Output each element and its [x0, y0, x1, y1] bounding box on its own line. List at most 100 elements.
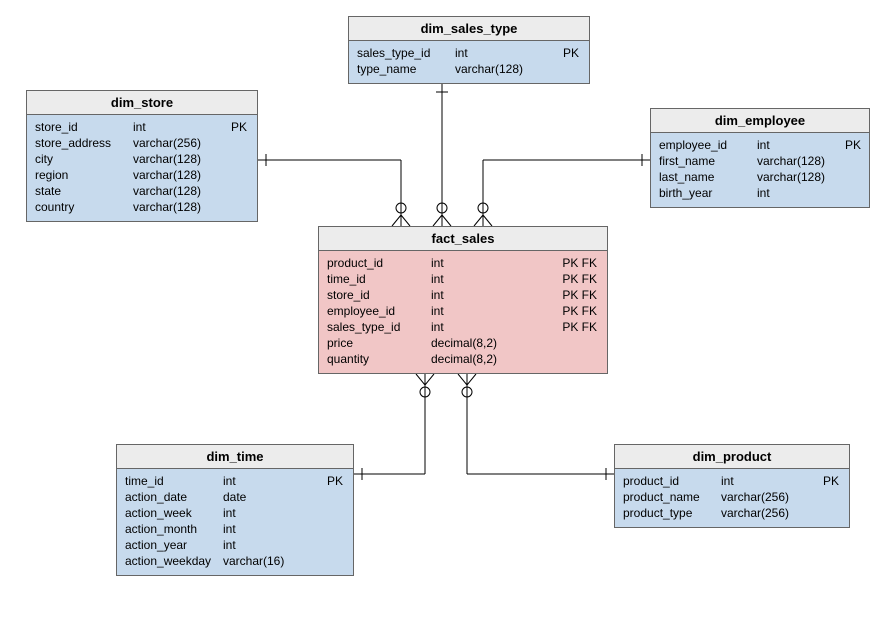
table-body: time_idintPKaction_datedateaction_weekin…	[117, 469, 353, 575]
table-row: sales_type_idintPK	[357, 45, 581, 61]
col-name: product_name	[623, 489, 721, 505]
col-type: int	[721, 473, 809, 489]
table-row: quantitydecimal(8,2)	[327, 351, 599, 367]
table-dim_employee: dim_employeeemployee_idintPKfirst_nameva…	[650, 108, 870, 208]
col-type: varchar(128)	[133, 167, 221, 183]
col-name: country	[35, 199, 133, 215]
table-row: sales_type_idintPK FK	[327, 319, 599, 335]
col-type: decimal(8,2)	[431, 351, 521, 367]
table-title: dim_employee	[651, 109, 869, 133]
col-key	[311, 537, 345, 553]
table-dim_store: dim_storestore_idintPKstore_addressvarch…	[26, 90, 258, 222]
col-type: decimal(8,2)	[431, 335, 521, 351]
col-key	[521, 351, 599, 367]
col-name: city	[35, 151, 133, 167]
col-name: sales_type_id	[357, 45, 455, 61]
col-name: action_date	[125, 489, 223, 505]
table-body: product_idintPKproduct_namevarchar(256)p…	[615, 469, 849, 527]
col-key: PK	[311, 473, 345, 489]
col-key	[221, 167, 249, 183]
col-key	[311, 553, 345, 569]
col-key	[521, 335, 599, 351]
col-type: int	[431, 271, 521, 287]
col-key	[221, 183, 249, 199]
col-name: region	[35, 167, 133, 183]
table-title: dim_sales_type	[349, 17, 589, 41]
col-type: varchar(128)	[133, 151, 221, 167]
col-name: state	[35, 183, 133, 199]
table-row: employee_idintPK FK	[327, 303, 599, 319]
col-type: int	[431, 303, 521, 319]
col-type: varchar(128)	[133, 199, 221, 215]
table-row: product_idintPK	[623, 473, 841, 489]
col-name: sales_type_id	[327, 319, 431, 335]
col-key	[311, 505, 345, 521]
table-row: last_namevarchar(128)	[659, 169, 861, 185]
col-key	[311, 521, 345, 537]
col-type: varchar(128)	[757, 153, 845, 169]
table-row: statevarchar(128)	[35, 183, 249, 199]
col-name: employee_id	[327, 303, 431, 319]
col-key	[809, 505, 841, 521]
table-row: product_idintPK FK	[327, 255, 599, 271]
col-type: int	[133, 119, 221, 135]
col-name: action_week	[125, 505, 223, 521]
table-row: first_namevarchar(128)	[659, 153, 861, 169]
table-body: employee_idintPKfirst_namevarchar(128)la…	[651, 133, 869, 207]
col-type: varchar(128)	[133, 183, 221, 199]
table-row: action_yearint	[125, 537, 345, 553]
col-key	[221, 151, 249, 167]
table-row: time_idintPK	[125, 473, 345, 489]
table-row: birth_yearint	[659, 185, 861, 201]
table-row: store_idintPK FK	[327, 287, 599, 303]
col-type: varchar(256)	[133, 135, 221, 151]
table-row: action_weekint	[125, 505, 345, 521]
col-name: product_id	[327, 255, 431, 271]
table-row: action_weekdayvarchar(16)	[125, 553, 345, 569]
table-row: time_idintPK FK	[327, 271, 599, 287]
col-type: int	[223, 473, 311, 489]
table-row: product_namevarchar(256)	[623, 489, 841, 505]
table-dim_sales_type: dim_sales_typesales_type_idintPKtype_nam…	[348, 16, 590, 84]
col-name: store_id	[35, 119, 133, 135]
col-key: PK FK	[521, 271, 599, 287]
col-key	[845, 153, 861, 169]
table-row: action_datedate	[125, 489, 345, 505]
col-type: varchar(16)	[223, 553, 311, 569]
col-type: varchar(128)	[757, 169, 845, 185]
col-type: int	[431, 319, 521, 335]
table-body: product_idintPK FKtime_idintPK FKstore_i…	[319, 251, 607, 373]
col-type: int	[757, 137, 845, 153]
col-key: PK FK	[521, 255, 599, 271]
table-title: dim_store	[27, 91, 257, 115]
col-key	[543, 61, 581, 77]
col-name: birth_year	[659, 185, 757, 201]
col-key: PK	[543, 45, 581, 61]
col-name: action_weekday	[125, 553, 223, 569]
table-row: countryvarchar(128)	[35, 199, 249, 215]
col-key	[845, 169, 861, 185]
col-type: varchar(128)	[455, 61, 543, 77]
col-name: employee_id	[659, 137, 757, 153]
table-body: store_idintPKstore_addressvarchar(256)ci…	[27, 115, 257, 221]
table-row: cityvarchar(128)	[35, 151, 249, 167]
col-name: last_name	[659, 169, 757, 185]
col-name: product_id	[623, 473, 721, 489]
col-type: varchar(256)	[721, 505, 809, 521]
col-key	[221, 135, 249, 151]
col-type: int	[223, 521, 311, 537]
col-type: int	[455, 45, 543, 61]
col-key: PK	[809, 473, 841, 489]
col-type: date	[223, 489, 311, 505]
col-key	[221, 199, 249, 215]
table-title: fact_sales	[319, 227, 607, 251]
col-key: PK	[845, 137, 863, 153]
col-name: action_month	[125, 521, 223, 537]
col-name: action_year	[125, 537, 223, 553]
col-name: time_id	[327, 271, 431, 287]
table-body: sales_type_idintPKtype_namevarchar(128)	[349, 41, 589, 83]
col-name: store_address	[35, 135, 133, 151]
table-row: action_monthint	[125, 521, 345, 537]
table-dim_product: dim_productproduct_idintPKproduct_nameva…	[614, 444, 850, 528]
col-name: price	[327, 335, 431, 351]
